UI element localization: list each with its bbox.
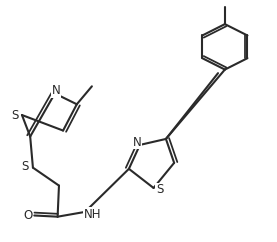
Text: S: S [22,160,29,173]
Text: S: S [11,108,19,121]
Text: O: O [24,209,33,222]
Text: NH: NH [84,208,101,221]
Text: S: S [156,183,163,197]
Text: N: N [52,84,61,97]
Text: N: N [133,136,142,149]
